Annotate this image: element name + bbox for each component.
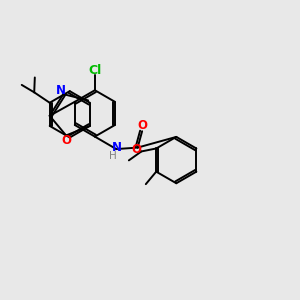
Text: Cl: Cl	[88, 64, 101, 77]
Text: N: N	[56, 84, 66, 97]
Text: O: O	[131, 143, 141, 157]
Text: N: N	[112, 141, 122, 154]
Text: O: O	[138, 119, 148, 132]
Text: O: O	[62, 134, 72, 147]
Text: H: H	[109, 151, 117, 160]
